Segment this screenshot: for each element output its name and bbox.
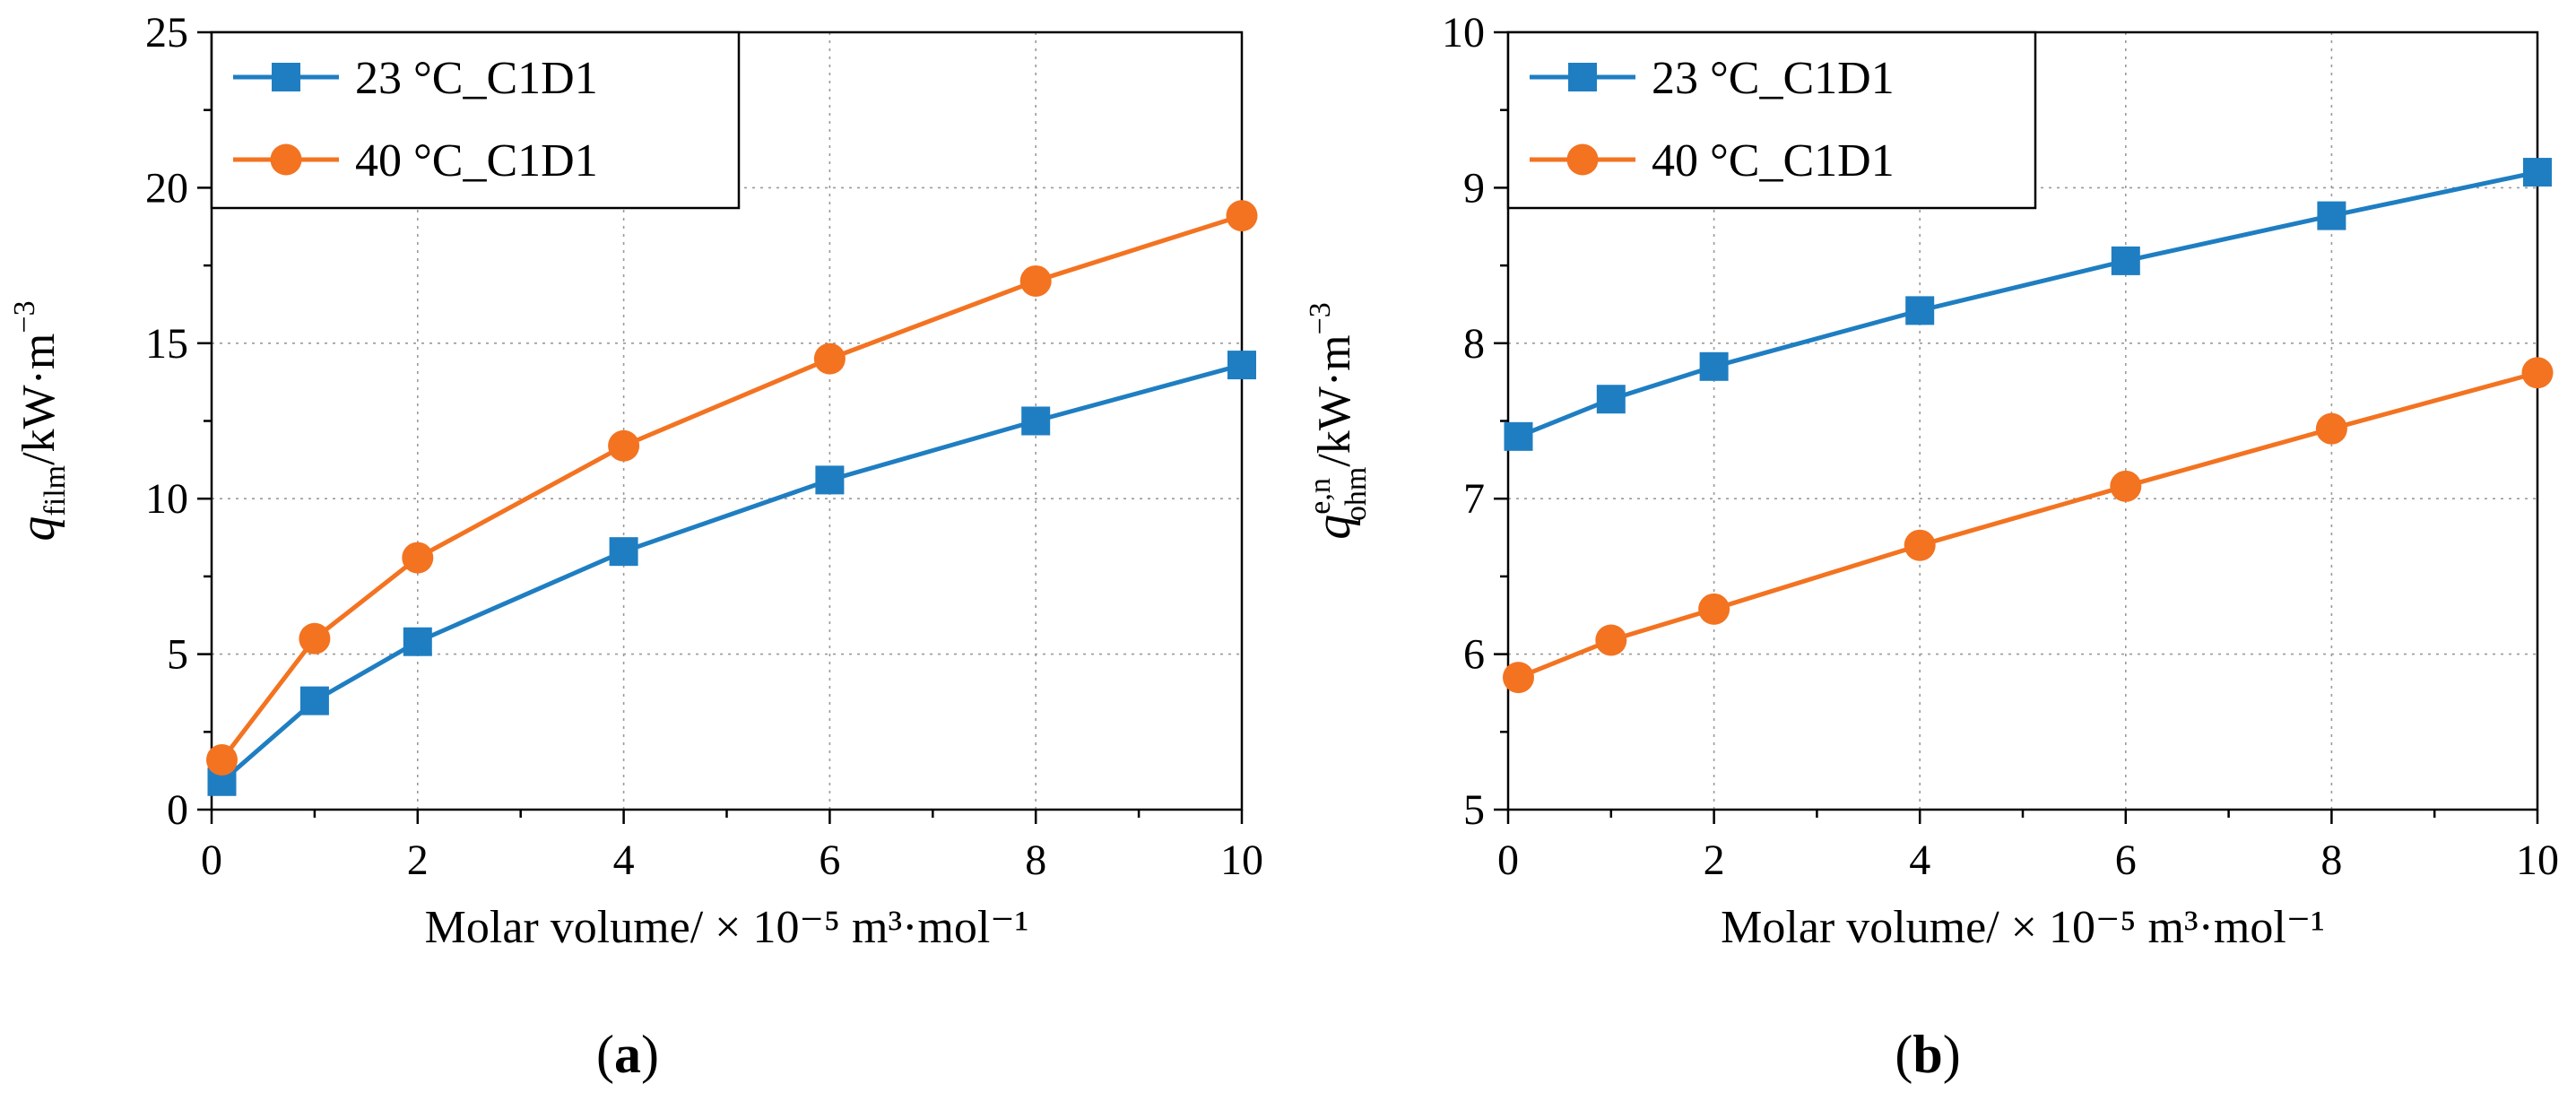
data-point-square bbox=[403, 627, 432, 656]
y-tick-label: 0 bbox=[167, 786, 188, 834]
panel-label-paren: ( bbox=[1895, 1025, 1912, 1084]
data-point-square bbox=[299, 686, 329, 715]
panel-label-letter: a bbox=[614, 1025, 641, 1084]
x-axis-title: Molar volume/ × 10⁻⁵ m³·mol⁻¹ bbox=[1721, 902, 2325, 953]
y-tick-label: 5 bbox=[167, 631, 188, 679]
data-point-square bbox=[2523, 158, 2552, 187]
data-point-square bbox=[2111, 246, 2140, 275]
y-axis-title-exponent: −3 bbox=[8, 300, 41, 333]
y-axis-title-subscript: ohm bbox=[1340, 467, 1373, 521]
legend-marker-circle bbox=[270, 143, 302, 176]
x-tick-label: 10 bbox=[1220, 837, 1263, 884]
y-axis-title: qfilm/kW·m−3 bbox=[8, 300, 72, 541]
data-point-square bbox=[609, 537, 638, 567]
data-point-circle bbox=[1019, 264, 1052, 297]
x-tick-label: 4 bbox=[613, 837, 635, 884]
data-point-square bbox=[1699, 351, 1729, 381]
legend-box bbox=[210, 30, 741, 210]
data-point-square bbox=[1905, 296, 1935, 325]
x-tick-label: 2 bbox=[1704, 837, 1725, 884]
series-line-1 bbox=[220, 362, 1243, 784]
y-tick-label: 6 bbox=[1463, 631, 1485, 679]
data-point-circle bbox=[1502, 662, 1534, 694]
panel-label-b: (b) bbox=[1895, 1025, 1960, 1084]
legend-marker-square bbox=[1568, 63, 1597, 91]
panel-label-a: (a) bbox=[596, 1025, 659, 1084]
data-point-circle bbox=[402, 542, 434, 574]
data-point-circle bbox=[299, 622, 331, 655]
y-axis-title-symbol: q bbox=[1305, 515, 1361, 540]
y-tick-label: 10 bbox=[145, 475, 188, 523]
y-tick-label: 7 bbox=[1463, 475, 1485, 523]
y-tick-label: 20 bbox=[145, 164, 188, 212]
legend-label: 40 °C_C1D1 bbox=[1652, 135, 1895, 186]
y-tick-label: 5 bbox=[1463, 786, 1485, 834]
x-axis-title: Molar volume/ × 10⁻⁵ m³·mol⁻¹ bbox=[425, 902, 1029, 953]
x-tick-label: 10 bbox=[2516, 837, 2559, 884]
data-point-square bbox=[1021, 406, 1051, 436]
x-tick-label: 0 bbox=[1497, 837, 1519, 884]
data-point-circle bbox=[205, 744, 238, 776]
data-point-circle bbox=[1698, 593, 1730, 625]
x-tick-label: 6 bbox=[819, 837, 840, 884]
data-point-square bbox=[1504, 421, 1533, 451]
legend-label: 23 °C_C1D1 bbox=[355, 53, 598, 104]
y-axis-title-subscript: film bbox=[39, 465, 72, 516]
y-axis-title-superscript: e,n bbox=[1304, 478, 1337, 515]
legend: 23 °C_C1D1 40 °C_C1D1 bbox=[210, 30, 741, 210]
series-line-2 bbox=[220, 213, 1243, 762]
series-line-2 bbox=[1517, 370, 2538, 680]
chart-panel-a: 0 2 4 6 8 10 0 5 10 15 20 25 Molar volume/ × 10⁻⁵ m³… bbox=[8, 9, 1263, 953]
data-point-circle bbox=[1595, 624, 1627, 656]
chart-panel-b: 0 2 4 6 8 10 5 6 7 8 9 10 Molar volume/ × 10⁻⁵ m³·mo… bbox=[1304, 9, 2559, 953]
y-axis-title-exponent: −3 bbox=[1304, 302, 1337, 334]
panel-label-paren: ( bbox=[596, 1025, 614, 1084]
y-axis-title: qe,nohm/kW·m−3 bbox=[1304, 302, 1373, 540]
y-tick-label: 10 bbox=[1442, 9, 1485, 56]
legend: 23 °C_C1D1 40 °C_C1D1 bbox=[1506, 30, 2037, 210]
data-point-circle bbox=[813, 342, 846, 375]
data-point-square bbox=[1227, 351, 1256, 380]
data-point-circle bbox=[2521, 357, 2554, 389]
legend-label: 23 °C_C1D1 bbox=[1652, 53, 1895, 104]
y-axis-title-unit: /kW·m bbox=[13, 334, 65, 465]
legend-marker-circle bbox=[1566, 143, 1599, 176]
x-tick-label: 2 bbox=[407, 837, 429, 884]
legend-marker-square bbox=[272, 63, 300, 91]
x-tick-label: 8 bbox=[1025, 837, 1046, 884]
legend-box bbox=[1506, 30, 2037, 210]
data-point-circle bbox=[2110, 470, 2142, 502]
y-tick-label: 8 bbox=[1463, 320, 1485, 368]
legend-label: 40 °C_C1D1 bbox=[355, 135, 598, 186]
x-tick-label: 4 bbox=[1909, 837, 1930, 884]
data-point-circle bbox=[1904, 529, 1936, 561]
y-tick-label: 15 bbox=[145, 320, 188, 368]
data-point-square bbox=[1596, 385, 1626, 414]
panel-label-letter: b bbox=[1912, 1025, 1942, 1084]
y-axis-title-unit: /kW·m bbox=[1309, 334, 1360, 466]
series-line-1 bbox=[1517, 169, 2538, 439]
y-axis-title-symbol: q bbox=[10, 516, 65, 542]
panel-label-paren: ) bbox=[1943, 1025, 1961, 1084]
x-tick-label: 8 bbox=[2320, 837, 2342, 884]
data-point-circle bbox=[608, 429, 640, 462]
panel-label-paren: ) bbox=[641, 1025, 659, 1084]
data-point-circle bbox=[1226, 200, 1258, 232]
data-point-square bbox=[2317, 201, 2346, 230]
data-point-square bbox=[815, 465, 845, 495]
x-tick-label: 6 bbox=[2115, 837, 2137, 884]
data-point-circle bbox=[2315, 412, 2347, 445]
y-tick-label: 25 bbox=[145, 9, 188, 56]
y-tick-label: 9 bbox=[1463, 164, 1485, 212]
x-tick-label: 0 bbox=[201, 837, 222, 884]
